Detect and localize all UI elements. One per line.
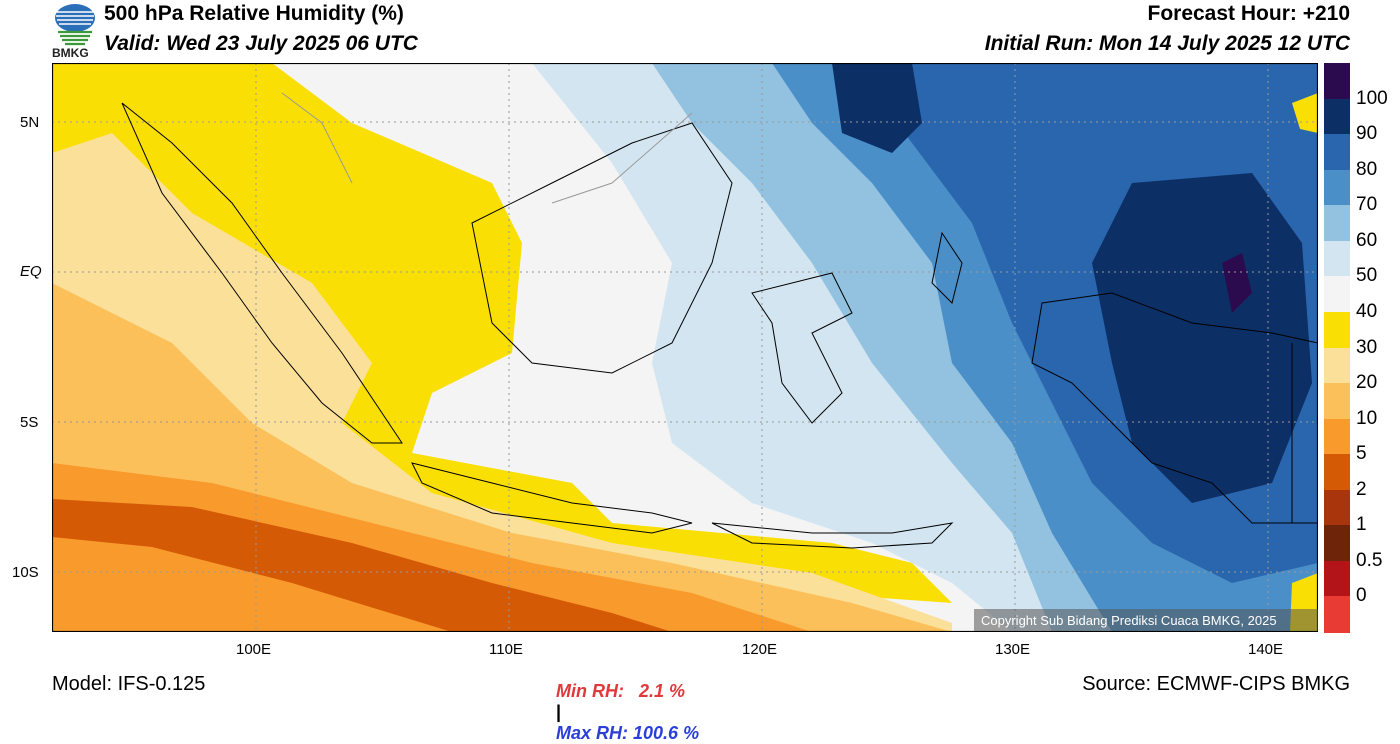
colorbar-swatch [1324,134,1350,171]
coastlines [121,102,1318,549]
lat-label-10s: 10S [12,564,39,581]
logo-text: BMKG [52,46,89,60]
map-graticule [52,63,1318,632]
colorbar-swatch [1324,63,1350,100]
rh-stats: Min RH: 2.1 % | Max RH: 100.6 % [546,660,699,744]
sumatra-coast [121,102,403,444]
colorbar-label: 80 [1356,158,1378,180]
initial-run: Initial Run: Mon 14 July 2025 12 UTC [984,32,1350,55]
colorbar-label: 10 [1356,407,1378,429]
sulawesi-coast [751,272,853,424]
country-borders [281,92,693,204]
colorbar-label: 30 [1356,336,1378,358]
colorbar-swatch [1324,240,1350,277]
colorbar-swatch [1324,169,1350,206]
map-title: 500 hPa Relative Humidity (%) [104,2,404,25]
colorbar-label: 1 [1356,514,1367,536]
lat-label-eq: EQ [20,263,42,280]
colorbar-label: 20 [1356,372,1378,394]
colorbar-swatch [1324,596,1350,633]
colorbar-label: 40 [1356,300,1378,322]
min-rh: Min RH: 2.1 % [556,681,686,701]
rh-100-zone [1222,253,1252,313]
model-name: Model: IFS-0.125 [52,673,206,695]
rh-90-zone-north [832,63,922,153]
colorbar-swatch [1324,276,1350,313]
colorbar-swatch [1324,98,1350,135]
colorbar-swatch [1324,347,1350,384]
colorbar-label: 0 [1356,585,1367,607]
lon-label-130e: 130E [995,641,1031,658]
colorbar-label: 50 [1356,265,1378,287]
colorbar-label: 90 [1356,123,1378,145]
lat-label-5s: 5S [20,414,39,431]
forecast-hour: Forecast Hour: +210 [1147,2,1351,25]
copyright-text: Copyright Sub Bidang Prediksi Cuaca BMKG… [981,613,1277,628]
colorbar-swatch [1324,205,1350,242]
papua-coast [1031,292,1318,524]
humidity-map [52,63,1318,632]
colorbar-swatch [1324,418,1350,455]
bmkg-logo: BMKG [52,2,98,60]
rh-0-zone-ne [1292,93,1318,133]
lon-label-140e: 140E [1248,641,1284,658]
lon-label-120e: 120E [742,641,778,658]
bmkg-logo-icon [55,4,95,46]
lon-label-110e: 110E [489,641,523,658]
colorbar-swatch [1324,454,1350,491]
rh-2-zone [52,499,672,632]
valid-time: Valid: Wed 23 July 2025 06 UTC [104,32,418,55]
borneo-coast [471,122,733,374]
rh-90-zone [1092,173,1312,503]
colorbar-swatch [1324,311,1350,348]
colorbar-label: 2 [1356,478,1367,500]
halmahera-coast [931,231,963,304]
colorbar-swatch [1324,525,1350,562]
java-coast [411,462,693,534]
lon-label-100e: 100E [236,641,272,658]
nusa-tenggara-coast [711,522,954,549]
colorbar-label: 60 [1356,229,1378,251]
colorbar-swatch [1324,489,1350,526]
colorbar-label: 100 [1356,87,1388,109]
colorbar-label: 5 [1356,443,1367,465]
data-source: Source: ECMWF-CIPS BMKG [1082,673,1350,695]
lat-label-5n: 5N [20,114,40,131]
colorbar-swatch [1324,560,1350,597]
rh-5-zone [52,463,812,632]
colorbar-label: 0.5 [1356,549,1383,571]
colorbar-swatch [1324,383,1350,420]
max-rh: Max RH: 100.6 % [556,723,700,743]
colorbar-label: 70 [1356,194,1378,216]
stats-separator: | [556,702,562,722]
